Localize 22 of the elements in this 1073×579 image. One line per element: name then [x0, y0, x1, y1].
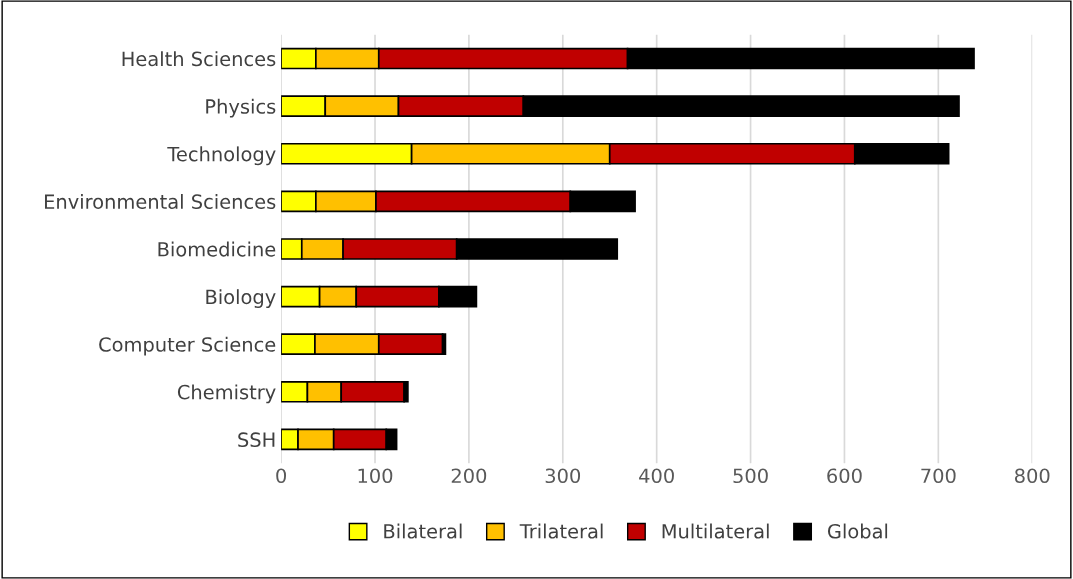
y-tick-label: Health Sciences — [122, 51, 276, 67]
y-tick-label: Biomedicine — [158, 241, 276, 257]
legend-label: Global — [827, 523, 888, 539]
y-tick-label: Biology — [206, 289, 276, 309]
x-tick-label: 100 — [358, 468, 393, 484]
x-tick-label: 600 — [827, 468, 862, 484]
y-tick-label: Chemistry — [177, 384, 276, 404]
x-tick-label: 200 — [451, 468, 487, 484]
x-tick-label: 700 — [921, 468, 956, 484]
y-tick-label: Computer Science — [99, 336, 276, 356]
x-tick-label: 500 — [733, 468, 768, 484]
legend-label: Trilateral — [519, 523, 603, 539]
x-tick-label: 800 — [1014, 468, 1050, 484]
y-tick-label: Physics — [206, 98, 276, 118]
legend-label: Multilateral — [662, 523, 769, 539]
y-tick-label: Technology — [167, 146, 276, 166]
y-tick-label: SSH — [238, 432, 275, 448]
y-tick-label: Environmental Sciences — [45, 193, 276, 210]
x-tick-label: 0 — [276, 468, 287, 484]
legend-label: Bilateral — [384, 523, 462, 539]
x-tick-label: 400 — [639, 468, 674, 484]
x-tick-label: 300 — [545, 468, 581, 484]
